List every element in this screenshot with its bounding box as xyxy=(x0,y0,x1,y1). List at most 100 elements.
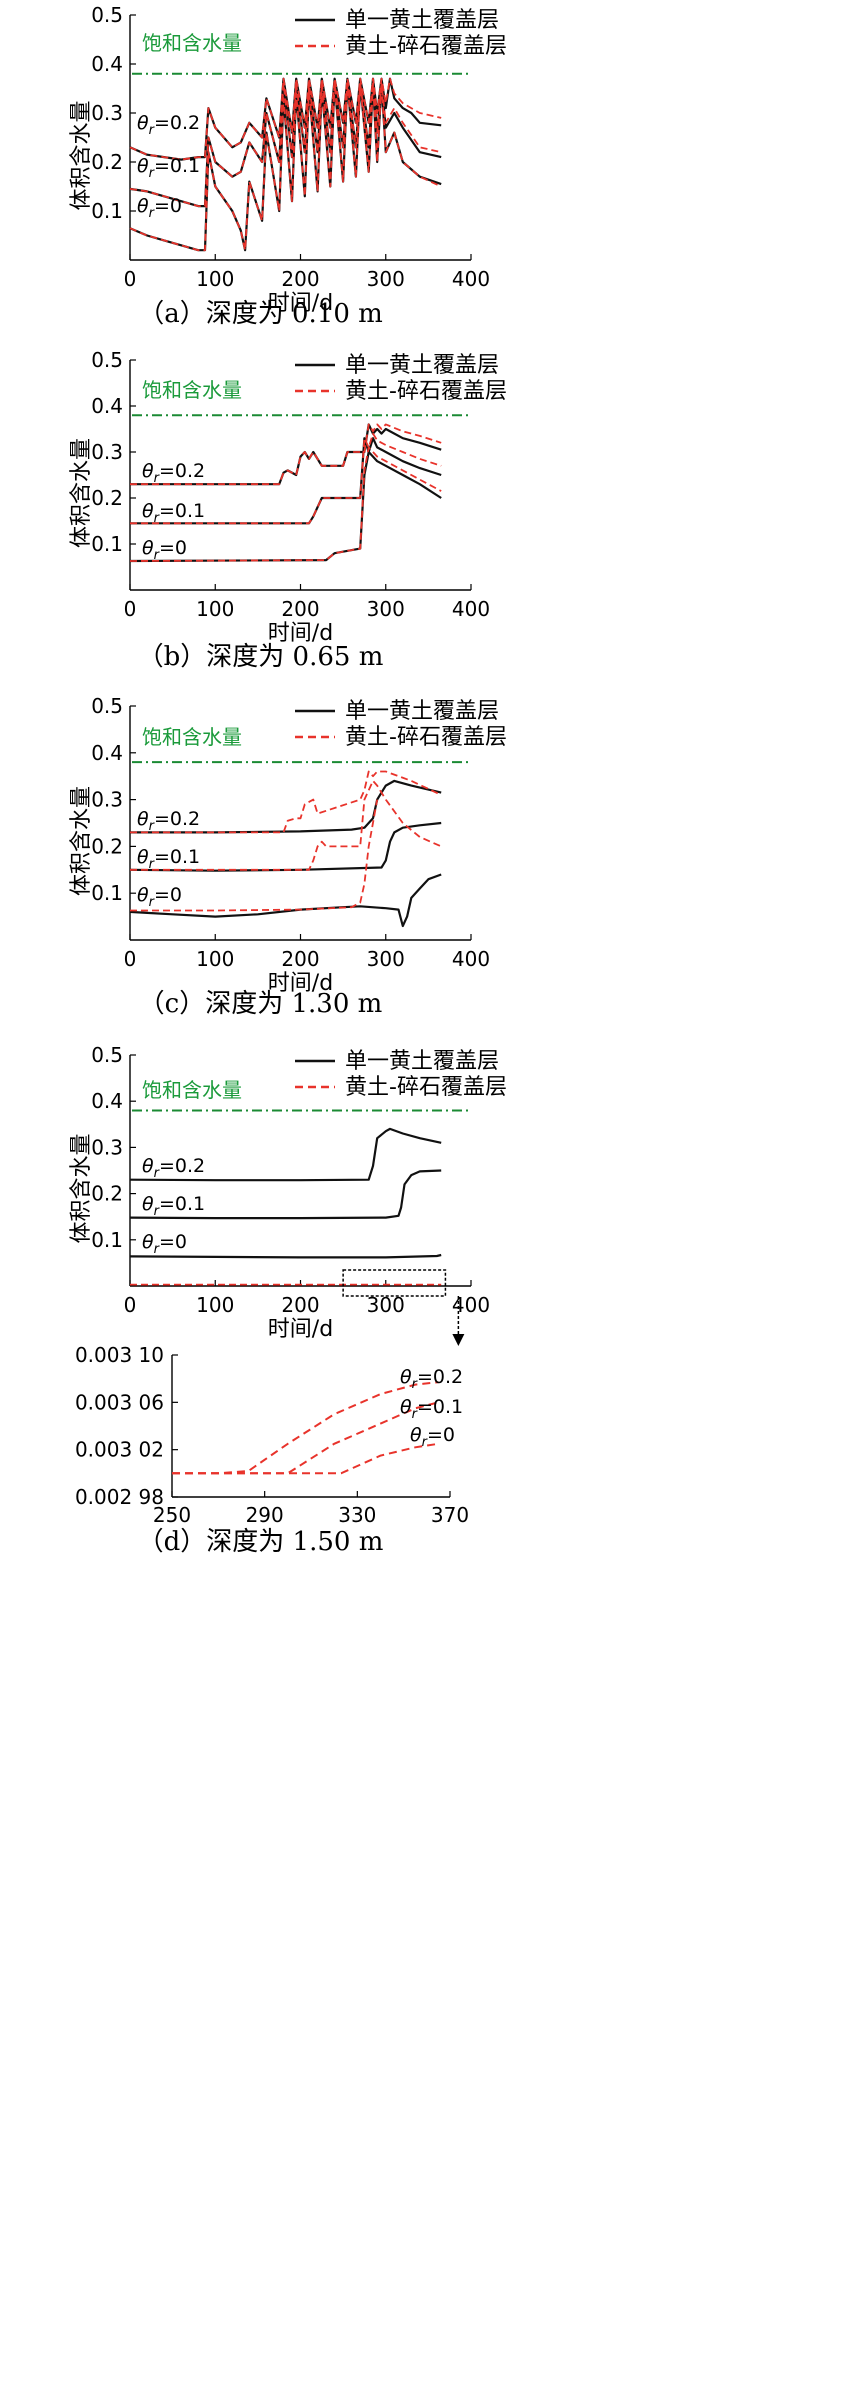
theta-annotation: θr=0 xyxy=(137,195,182,221)
theta-annotation: θr=0 xyxy=(142,1231,187,1257)
legend-label-loess: 单一黄土覆盖层 xyxy=(345,353,499,378)
x-axis-label: 时间/d xyxy=(268,1317,333,1342)
panel-caption: （c）深度为 1.30 m xyxy=(139,989,383,1019)
x-tick-label: 200 xyxy=(281,267,319,291)
x-tick-label: 300 xyxy=(367,1293,405,1317)
inset-x-tick-label: 290 xyxy=(246,1503,284,1527)
x-tick-label: 200 xyxy=(281,947,319,971)
x-tick-label: 0 xyxy=(124,947,137,971)
inset-series-line-gravel xyxy=(172,1401,439,1475)
theta-annotation: θr=0.1 xyxy=(137,846,200,872)
y-tick-label: 0.4 xyxy=(91,741,123,765)
inset-y-tick-label: 0.002 98 xyxy=(75,1485,164,1509)
panel-d: 0 100 200 300 4000.10.20.30.40.5时间/d体积含水量饱和含… xyxy=(69,1043,507,1557)
panel-caption: （d）深度为 1.50 m xyxy=(138,1527,384,1557)
series-line-loess xyxy=(129,1169,442,1220)
theta-annotation: θr=0.2 xyxy=(137,808,200,834)
inset-x-tick-label: 250 xyxy=(153,1503,191,1527)
inset-theta-annotation: θr=0.1 xyxy=(400,1396,463,1422)
series-line-loess xyxy=(130,779,442,834)
inset-series-line-gravel xyxy=(172,1442,439,1475)
series-line-loess xyxy=(129,1127,442,1182)
y-tick-label: 0.2 xyxy=(91,1182,123,1206)
x-tick-label: 100 xyxy=(196,597,234,621)
theta-annotation: θr=0.1 xyxy=(137,155,200,181)
y-tick-label: 0.1 xyxy=(91,1228,123,1252)
y-tick-label: 0.5 xyxy=(91,694,123,718)
series-line-loess xyxy=(129,1253,442,1259)
series-line-gravel xyxy=(130,770,442,834)
x-axis-label: 时间/d xyxy=(268,971,333,996)
y-tick-label: 0.1 xyxy=(91,199,123,223)
x-tick-label: 100 xyxy=(196,267,234,291)
x-tick-label: 0 xyxy=(124,1293,137,1317)
y-tick-label: 0.3 xyxy=(91,440,123,464)
legend-label-gravel: 黄土-碎石覆盖层 xyxy=(345,725,507,750)
x-tick-label: 100 xyxy=(196,947,234,971)
panel-c: 0 100 200 300 400 0.1 0.2 0.3 0.4 0.5 时间/d 体积含水量 饱和含… xyxy=(69,694,507,1019)
x-tick-label: 300 xyxy=(367,597,405,621)
zoom-box xyxy=(342,1269,447,1297)
inset-x-tick-label: 370 xyxy=(431,1503,469,1527)
x-tick-label: 400 xyxy=(452,267,490,291)
series-line-gravel xyxy=(129,82,442,252)
theta-annotation: θr=0 xyxy=(137,884,182,910)
zoom-arrow-head xyxy=(452,1334,465,1346)
y-tick-label: 0.4 xyxy=(91,1089,123,1113)
x-axis-label: 时间/d xyxy=(268,291,333,316)
series-line-gravel xyxy=(130,799,379,912)
series-line-gravel xyxy=(129,446,442,562)
theta-annotation: θr=0.2 xyxy=(142,460,205,486)
panel-b: 0 100 200 300 400 0.1 0.2 0.3 0.4 0.5 时间/d 体积含水量 饱和含… xyxy=(69,348,507,672)
y-axis-label: 体积含水量 xyxy=(69,100,94,210)
panel-a: 0 100 200 300 400 0.1 0.2 0.3 0.4 0.5 时间/d 体积含水量 饱和含… xyxy=(69,3,507,329)
legend-label-gravel: 黄土-碎石覆盖层 xyxy=(345,379,507,404)
series-line-gravel xyxy=(130,423,442,486)
inset-panel: 250 290 330 370 0.002 98 0.003 02 0.003 06 0.00… xyxy=(75,1269,469,1527)
y-tick-label: 0.1 xyxy=(91,881,123,905)
y-tick-label: 0.2 xyxy=(91,150,123,174)
inset-theta-annotation: θr=0 xyxy=(410,1424,455,1450)
x-tick-label: 200 xyxy=(281,1293,319,1317)
theta-annotation: θr=0.2 xyxy=(137,112,200,138)
y-tick-label: 0.2 xyxy=(91,834,123,858)
inset-x-tick-label: 330 xyxy=(338,1503,376,1527)
inset-y-tick-label: 0.003 02 xyxy=(75,1438,164,1462)
x-tick-label: 0 xyxy=(124,597,137,621)
inset-series-line-gravel xyxy=(172,1381,439,1475)
series-line-gravel xyxy=(130,432,442,525)
y-tick-label: 0.1 xyxy=(91,532,123,556)
y-tick-label: 0.5 xyxy=(91,348,123,372)
series-line-gravel xyxy=(130,780,442,871)
theta-annotation: θr=0.1 xyxy=(142,1193,205,1219)
panel-caption: （a）深度为 0.10 m xyxy=(138,299,383,329)
panel-caption: （b）深度为 0.65 m xyxy=(138,642,384,672)
series-line-gravel xyxy=(129,82,442,208)
inset-y-tick-label: 0.003 10 xyxy=(75,1343,164,1367)
legend-label-gravel: 黄土-碎石覆盖层 xyxy=(345,1075,507,1100)
x-tick-label: 300 xyxy=(367,947,405,971)
y-tick-label: 0.5 xyxy=(91,3,123,27)
theta-annotation: θr=0 xyxy=(142,537,187,563)
series-line-gravel xyxy=(129,77,442,161)
legend-label-loess: 单一黄土覆盖层 xyxy=(345,8,499,33)
y-axis-label: 体积含水量 xyxy=(69,1133,94,1243)
saturation-label: 饱和含水量 xyxy=(142,1078,242,1102)
x-tick-label: 400 xyxy=(452,947,490,971)
saturation-label: 饱和含水量 xyxy=(142,725,242,749)
x-tick-label: 100 xyxy=(196,1293,234,1317)
y-axis-label: 体积含水量 xyxy=(69,786,94,896)
series-line-loess xyxy=(129,450,442,563)
x-tick-label: 0 xyxy=(124,267,137,291)
y-tick-label: 0.3 xyxy=(91,1135,123,1159)
theta-annotation: θr=0.1 xyxy=(142,500,205,526)
inset-y-tick-label: 0.003 06 xyxy=(75,1390,164,1414)
x-tick-label: 300 xyxy=(367,267,405,291)
y-tick-label: 0.5 xyxy=(91,1043,123,1067)
inset-theta-annotation: θr=0.2 xyxy=(400,1366,463,1392)
saturation-label: 饱和含水量 xyxy=(142,378,242,402)
y-tick-label: 0.4 xyxy=(91,52,123,76)
x-tick-label: 200 xyxy=(281,597,319,621)
legend-label-gravel: 黄土-碎石覆盖层 xyxy=(345,34,507,59)
